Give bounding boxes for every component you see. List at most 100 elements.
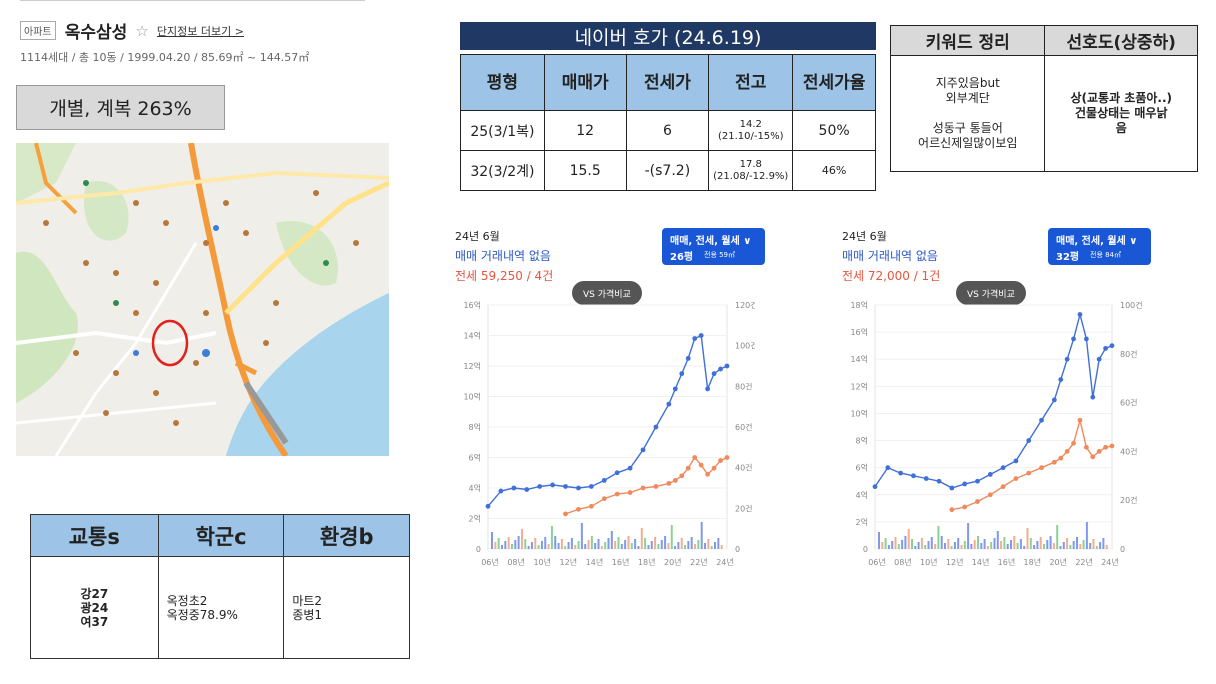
data-point <box>576 506 581 512</box>
data-point <box>698 333 704 338</box>
data-point <box>614 491 620 497</box>
dropdown-deal-types: 매매, 전세, 월세 ∨ <box>1056 236 1138 247</box>
volume-bar <box>557 543 560 549</box>
data-point <box>653 424 659 430</box>
x-tick-label: 14년 <box>586 557 604 567</box>
dropdown-size: 26평 <box>670 252 694 263</box>
volume-bar <box>1006 544 1009 549</box>
deal-type-dropdown[interactable]: 매매, 전세, 월세 ∨ 32평 전용 84㎡ <box>1048 228 1151 265</box>
y-left-tick-label: 4억 <box>469 483 481 493</box>
data-point <box>949 485 955 491</box>
y-left-tick-label: 12억 <box>850 381 868 391</box>
data-point <box>653 484 659 489</box>
volume-bar <box>1046 540 1049 549</box>
price-chart: 0 2억 4억 6억 8억 10억 12억 14억 16억 18억 0 20건 40건 60건 80건 100… <box>850 300 1143 567</box>
y-left-tick-label: 4억 <box>856 490 868 500</box>
x-tick-label: 06년 <box>481 557 499 567</box>
volume-bar <box>577 541 580 549</box>
volume-bar <box>1052 543 1055 549</box>
volume-bar <box>597 539 600 549</box>
y-right-tick-label: 0 <box>1120 545 1125 554</box>
cell-jeonse: -(s7.2) <box>625 150 710 191</box>
volume-bar <box>977 536 979 549</box>
preference-line: 음 <box>1115 121 1127 135</box>
header-high: 전고 <box>708 54 794 111</box>
volume-bar <box>1079 544 1082 549</box>
favorite-star-icon[interactable]: ☆ <box>135 21 149 40</box>
data-point <box>498 488 504 494</box>
volume-bar <box>664 536 667 549</box>
price-chart-panel: 24년 6월 매매 거래내역 없음 전세 72,000 / 1건 매매, 전세,… <box>842 228 1162 573</box>
volume-bar <box>1062 542 1065 549</box>
volume-bar <box>1049 536 1052 549</box>
data-point <box>1109 443 1115 449</box>
volume-bar <box>610 531 613 549</box>
transport-line: 여37 <box>80 614 109 629</box>
transport-line: 강27 <box>80 586 109 601</box>
volume-bar <box>963 541 966 549</box>
data-point <box>666 481 672 486</box>
y-right-tick-label: 100건 <box>1120 300 1143 310</box>
preference-cell: 상(교통과 초품아..) 건물상태는 매우낡 음 <box>1044 55 1198 172</box>
price-compare-button[interactable]: VS 가격비교 <box>956 281 1026 305</box>
x-tick-label: 20년 <box>1049 557 1067 567</box>
header-transport: 교통s <box>30 514 159 557</box>
volume-bar <box>970 544 973 549</box>
volume-bar <box>967 523 970 549</box>
volume-bar <box>497 538 500 549</box>
cell-high: 14.2 (21.10/-15%) <box>708 110 794 151</box>
volume-bar <box>684 545 687 549</box>
environment-line: 마트2 <box>292 593 323 608</box>
keyword-line: 어르신제일많이보임 <box>918 136 1018 150</box>
volume-bar <box>647 545 650 549</box>
volume-bar <box>904 536 907 549</box>
y-left-tick-label: 0 <box>863 545 868 554</box>
volume-bar <box>524 539 527 549</box>
data-point <box>692 455 698 460</box>
floor-area-ratio-box: 개별, 계복 263% <box>16 85 225 130</box>
data-point <box>1058 455 1064 461</box>
y-left-tick-label: 14억 <box>850 354 868 364</box>
cell-rate: 46% <box>792 150 876 191</box>
data-point <box>537 484 543 489</box>
volume-bar <box>907 529 910 549</box>
volume-bar <box>694 544 697 549</box>
header-sale: 매매가 <box>543 54 627 111</box>
deal-type-dropdown[interactable]: 매매, 전세, 월세 ∨ 26평 전용 59㎡ <box>662 228 765 265</box>
data-point <box>511 485 517 491</box>
cell-type: 32(3/2계) <box>460 150 545 191</box>
data-point <box>1103 345 1108 351</box>
price-chart: 0 2억 4억 6억 8억 10억 12억 14억 16억 0 20건 40건 60건 80건 100건 12… <box>463 300 755 567</box>
data-point <box>1096 449 1102 454</box>
volume-bar <box>980 543 983 549</box>
cell-sale: 15.5 <box>543 150 627 191</box>
volume-bar <box>714 542 717 549</box>
complex-info-link[interactable]: 단지정보 더보기 > <box>156 24 244 38</box>
volume-bar <box>634 539 637 549</box>
header-preference: 선호도(상중하) <box>1044 25 1198 56</box>
data-point <box>1103 444 1108 450</box>
volume-bar <box>500 545 503 549</box>
data-point <box>627 465 633 471</box>
school-line: 옥정초2 <box>166 593 208 608</box>
table-row: 32(3/2계) 15.5 -(s7.2) 17.8 (21.08/-12.9%… <box>460 150 876 191</box>
cell-sale: 12 <box>543 110 627 151</box>
high-price: 17.8 <box>739 158 762 170</box>
volume-bar <box>1003 537 1006 549</box>
y-right-tick-label: 60건 <box>1120 398 1138 408</box>
volume-bar <box>564 546 567 549</box>
naver-price-table: 평형 매매가 전세가 전고 전세가율 25(3/1복) 12 6 14.2 (2… <box>460 54 876 191</box>
y-right-tick-label: 20건 <box>1120 495 1138 505</box>
price-compare-button[interactable]: VS 가격비교 <box>572 281 642 305</box>
data-point <box>1064 449 1070 454</box>
jeonse-status: 전세 59,250 / 4건 <box>455 269 554 283</box>
sale-status: 매매 거래내역 없음 <box>842 249 938 263</box>
data-point <box>1090 454 1096 460</box>
volume-bar <box>924 545 927 549</box>
x-tick-label: 08년 <box>894 557 912 567</box>
y-left-tick-label: 2억 <box>469 514 481 524</box>
volume-bar <box>570 538 573 549</box>
data-point <box>1026 438 1032 443</box>
location-map[interactable] <box>16 143 389 456</box>
y-left-tick-label: 14억 <box>463 331 481 341</box>
